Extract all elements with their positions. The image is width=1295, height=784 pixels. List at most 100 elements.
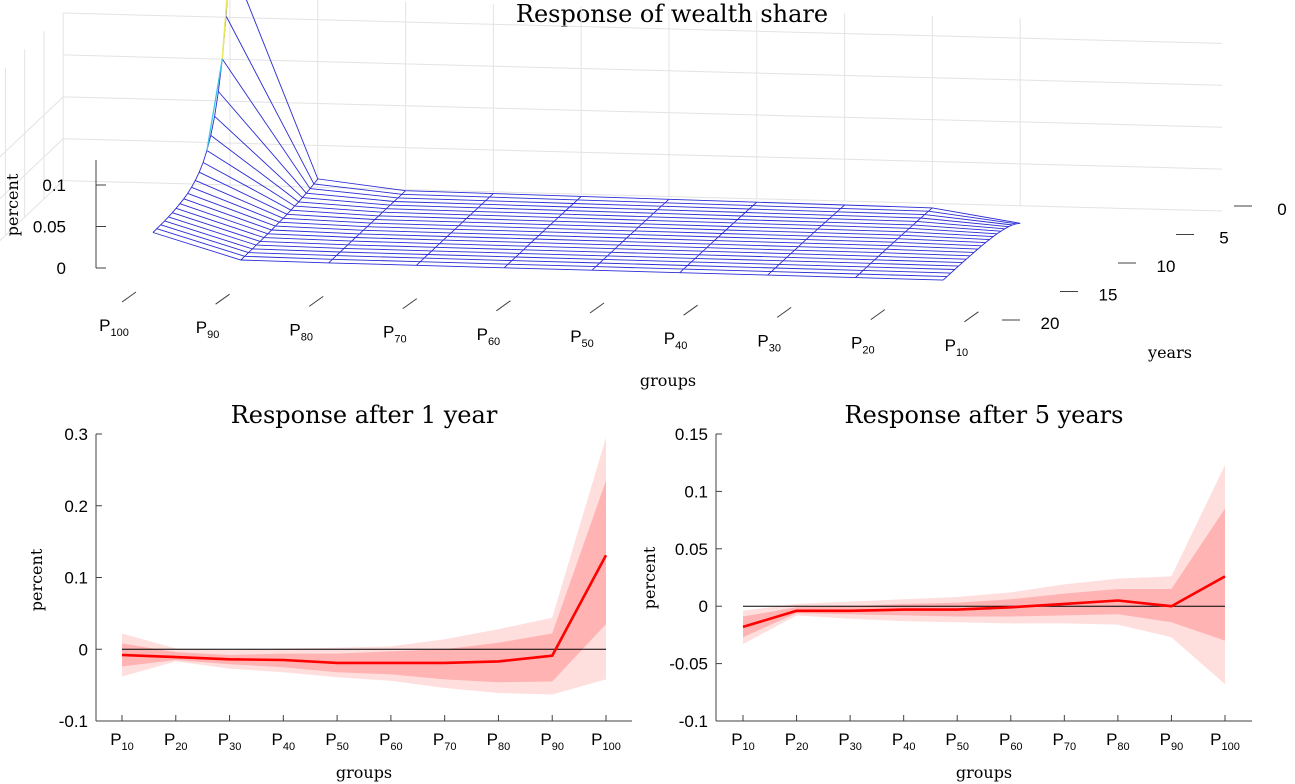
surface-mesh-line [168,216,959,267]
surface-xtick-label: P10 [945,336,969,359]
p2-xtick-label: P100 [1210,730,1240,753]
p1-ytick-label: 0.3 [64,425,88,444]
surface-mesh-line [206,150,998,235]
surface-xtick-label: P90 [196,318,220,341]
p2-ytick-label: 0.15 [675,425,708,444]
surface-xtick-label: P20 [851,334,875,357]
p1-xtick-label: P90 [540,730,564,753]
surface-mesh-line [160,224,951,274]
p2-band-inner [743,508,1225,641]
surface-mesh-line [210,135,1001,232]
surface-mesh [152,0,1021,281]
surface-mesh-line [221,58,1013,226]
p2-xtick-label: P90 [1160,730,1184,753]
p1-response-line [121,554,608,665]
surface-xtick-mark [683,304,698,316]
p2-xtick-label: P10 [731,730,755,753]
surface-xtick-mark [402,298,418,310]
surface-grid-line [63,138,1223,170]
p1-ytick-label: 0 [79,640,88,659]
p2-ytick-label: -0.1 [679,712,708,731]
p1-ytick-label: -0.1 [59,712,88,731]
p2-xtick-label: P20 [785,730,809,753]
p1-xtick-label: P40 [272,730,296,753]
p1-ytick-label: 0.2 [64,497,88,516]
p1-xtick-label: P60 [379,730,403,753]
p2-xtick-label: P40 [892,730,916,753]
surface-gridlines [0,0,1223,242]
p1-xtick-label: P50 [325,730,349,753]
surface-mesh-line [195,179,986,244]
surface-xtick-mark [776,306,792,318]
surface-grid-line [0,180,64,242]
p1-xtick-label: P20 [164,730,188,753]
panel-2-title: Response after 5 years [845,401,1124,429]
surface-xlabel: groups [640,371,696,390]
p1-xtick-label: P70 [433,730,457,753]
surface-mesh-line [156,228,948,278]
surface-mesh-line [183,198,975,253]
surface-xtick-mark [215,293,230,305]
p1-xtick-label: P80 [487,730,511,753]
surface-grid-line [63,96,1223,128]
p1-xtick-label: P30 [218,730,242,753]
surface-xtick-mark [121,291,137,303]
panel-1-xlabel: groups [336,763,392,782]
p2-xtick-label: P80 [1106,730,1130,753]
p1-band-inner [122,480,606,683]
panel-2-ylabel: percent [640,546,659,609]
surface-zlabel: percent [3,173,22,236]
panel-1-year: Response after 1 year percent groups -0.… [27,401,632,782]
surface-xtick-mark [870,309,886,321]
surface-x-axis [122,300,970,326]
surface-mesh-line [225,15,1017,225]
panel-1-title: Response after 1 year [231,401,498,429]
surface-xtick-label: P40 [664,329,688,352]
p2-ytick-label: -0.05 [669,655,708,674]
surface-grid-line [0,96,64,158]
surface-title: Response of wealth share [516,0,828,28]
p2-xtick-label: P50 [945,730,969,753]
p2-xtick-label: P70 [1053,730,1077,753]
panel-2-xlabel: groups [956,763,1012,782]
panel-1-ylabel: percent [27,548,46,611]
surface-ztick-label: 0.05 [33,218,66,237]
p2-ytick-label: 0.05 [675,540,708,559]
panel-5-years: Response after 5 years percent groups -0… [640,401,1252,782]
surface-mesh-line [175,207,967,260]
p1-xtick-label: P100 [591,730,621,753]
surface-xtick-label: P100 [99,316,129,339]
surface-mesh-line [214,115,1005,230]
surface-ytick-label: 0 [1277,200,1286,219]
surface-ztick-label: 0 [57,259,66,278]
surface-mesh-line [152,232,944,281]
surface-axes: P100 P90 P80 P70 P60 P50 P40 P30 P20 P10051015200… [33,160,1287,359]
surface-xtick-mark [964,311,979,323]
p2-response-line [742,575,1226,629]
surface-grid-line [63,54,1223,86]
surface-mesh-line [218,91,1009,228]
p2-ytick-label: 0 [699,597,708,616]
surface-xtick-mark [589,302,605,314]
surface-ytick-label: 20 [1041,314,1060,333]
p2-xtick-label: P30 [838,730,862,753]
surface-ytick-label: 15 [1099,286,1118,305]
surface-ytick-label: 5 [1219,229,1228,248]
surface-grid-line [63,12,1223,44]
surface-panel: Response of wealth share P100 P90 P80 P70 P6… [0,0,1287,390]
surface-peak-ridge [206,58,223,151]
p2-band-outer [743,465,1225,685]
surface-mesh-line [187,192,978,250]
surface-xtick-label: P80 [289,320,313,343]
surface-ytick-label: 10 [1157,257,1176,276]
surface-xtick-label: P50 [570,327,594,350]
surface-mesh-line [191,186,982,247]
surface-xtick-label: P60 [477,325,501,348]
surface-xtick-mark [496,300,511,312]
surface-xtick-label: P70 [383,323,407,346]
p2-xtick-label: P60 [999,730,1023,753]
surface-grid-line [0,138,64,200]
surface-ylabel: years [1147,343,1192,362]
p2-ytick-label: 0.1 [684,482,708,501]
